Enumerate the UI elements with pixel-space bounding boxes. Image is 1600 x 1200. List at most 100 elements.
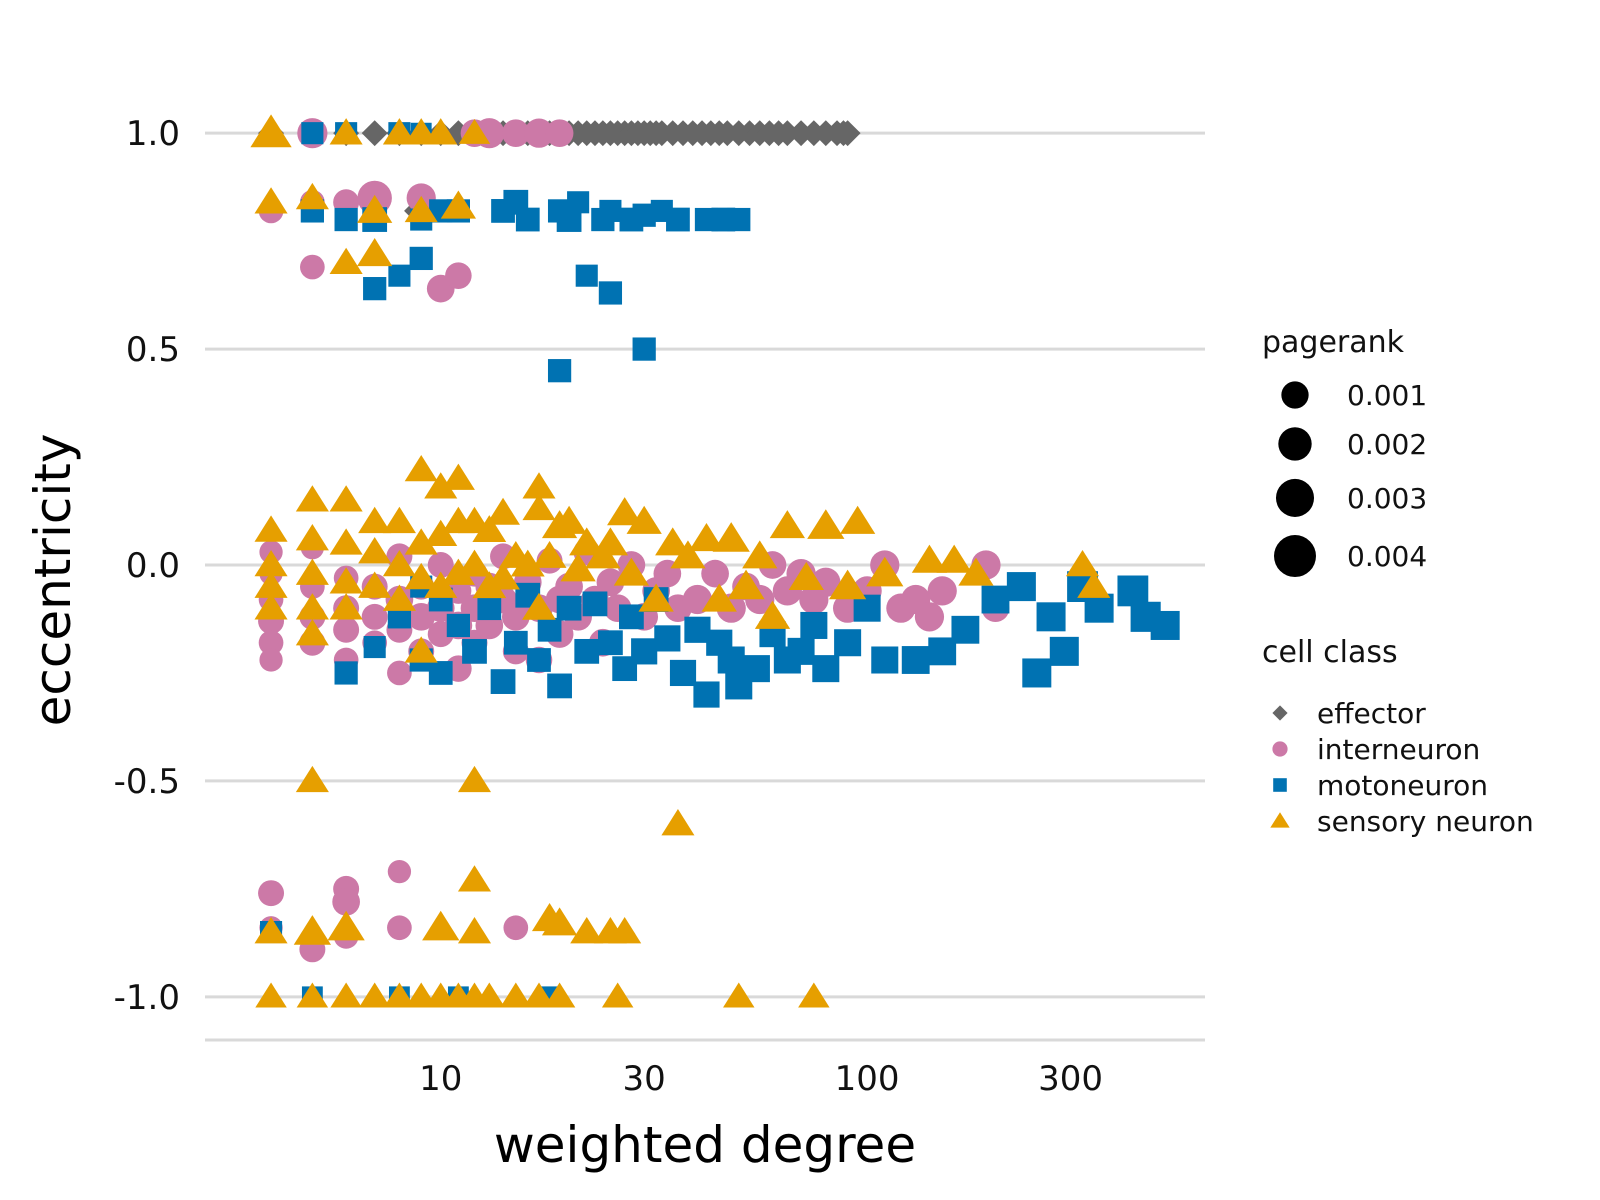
data-point — [357, 194, 393, 223]
data-point — [981, 585, 1010, 614]
data-point — [383, 982, 416, 1008]
data-point — [422, 910, 460, 941]
data-point — [598, 630, 623, 656]
size-legend-entries: 0.001 0.002 0.003 0.004 — [1274, 379, 1427, 578]
data-point — [556, 595, 582, 621]
data-point — [545, 119, 574, 148]
data-point — [363, 635, 386, 659]
data-point — [788, 561, 824, 590]
data-point — [613, 557, 650, 586]
class-legend-label: sensory neuron — [1317, 805, 1534, 838]
data-point — [1065, 549, 1100, 577]
data-point — [574, 638, 600, 664]
data-point — [293, 915, 331, 945]
data-point — [871, 646, 899, 674]
legend: pagerank 0.001 0.002 0.003 0.004 cell class… — [1262, 325, 1534, 838]
data-point — [800, 611, 828, 639]
y-axis-title: eccentricity — [24, 434, 82, 727]
data-point — [409, 246, 433, 271]
data-point — [490, 669, 516, 694]
data-point — [911, 544, 948, 573]
data-point — [958, 557, 994, 586]
data-point — [334, 207, 358, 232]
y-tick-label: 1.0 — [126, 114, 180, 154]
data-point — [382, 118, 416, 145]
data-point — [828, 569, 867, 600]
data-point — [834, 120, 861, 147]
data-point — [255, 982, 287, 1008]
data-point — [387, 605, 412, 629]
size-legend-label: 0.003 — [1347, 482, 1427, 515]
data-point — [655, 527, 691, 556]
data-point — [503, 630, 528, 655]
data-point — [834, 629, 862, 657]
data-point — [358, 506, 392, 534]
data-point — [254, 549, 288, 577]
data-point — [839, 505, 876, 534]
data-point — [357, 238, 393, 267]
class-legend-symbol — [1272, 705, 1288, 721]
data-point — [523, 982, 555, 1008]
x-tick-label: 10 — [419, 1059, 462, 1099]
data-point — [358, 571, 392, 598]
data-point — [582, 591, 608, 617]
data-point — [936, 544, 972, 573]
data-point — [329, 528, 363, 555]
data-point — [742, 540, 778, 569]
data-point — [701, 583, 737, 612]
data-point — [654, 625, 681, 652]
data-point — [723, 982, 755, 1008]
data-point — [295, 558, 329, 585]
data-point — [619, 604, 644, 630]
data-point — [693, 681, 720, 708]
class-legend-title: cell class — [1262, 635, 1398, 670]
data-point — [527, 648, 551, 672]
data-point — [670, 540, 706, 569]
data-point — [666, 207, 690, 232]
data-point — [295, 524, 329, 551]
data-point — [914, 602, 945, 632]
data-point — [382, 549, 416, 577]
data-point — [387, 660, 412, 686]
size-legend-symbol — [1281, 381, 1309, 409]
data-point — [754, 600, 791, 629]
data-point — [404, 528, 438, 555]
data-point — [742, 655, 770, 683]
data-point — [598, 281, 623, 305]
data-point — [626, 505, 662, 534]
size-legend-symbol — [1274, 535, 1316, 578]
class-legend-symbol — [1272, 741, 1288, 757]
data-point — [524, 118, 554, 148]
y-tick-label: -0.5 — [114, 762, 180, 802]
data-point — [428, 661, 453, 685]
data-point — [330, 982, 362, 1008]
data-point — [607, 497, 643, 526]
data-point — [295, 485, 329, 512]
data-point — [669, 659, 697, 687]
data-point — [510, 549, 545, 577]
data-point — [329, 247, 363, 275]
data-point — [329, 118, 363, 145]
data-point — [501, 602, 530, 631]
data-point — [812, 655, 840, 683]
data-point — [258, 630, 284, 656]
data-point — [358, 982, 391, 1008]
data-point — [774, 120, 801, 147]
data-point — [688, 523, 725, 552]
data-point — [382, 506, 416, 534]
data-point — [515, 207, 540, 232]
class-legend-label: interneuron — [1317, 733, 1480, 766]
x-tick-label: 300 — [1038, 1059, 1103, 1099]
data-point — [631, 638, 658, 665]
data-point — [727, 207, 751, 232]
data-point — [560, 553, 596, 582]
data-point — [250, 114, 292, 148]
data-point — [424, 519, 458, 547]
data-point — [457, 917, 492, 944]
data-point — [301, 122, 324, 145]
data-point — [332, 887, 360, 916]
data-point — [327, 910, 365, 941]
data-point — [404, 195, 438, 223]
data-point — [329, 567, 363, 594]
